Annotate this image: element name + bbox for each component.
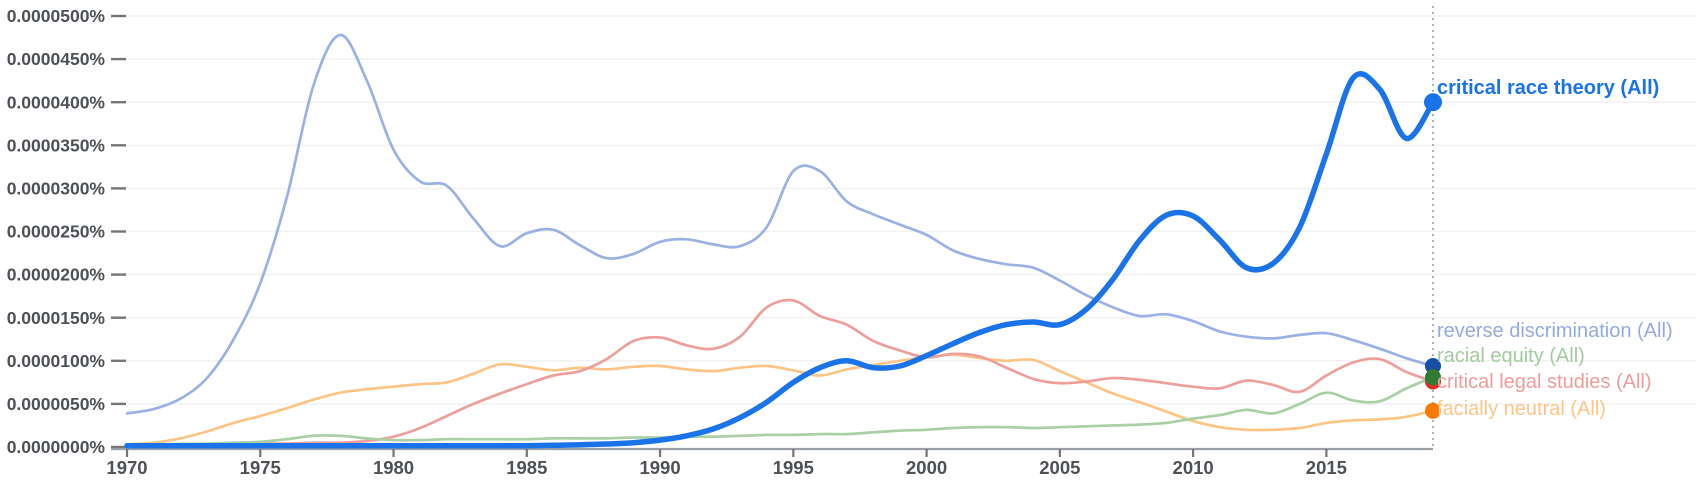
- reverse-discrimination-label[interactable]: reverse discrimination (All): [1436, 320, 1673, 342]
- y-axis-label: 0.0000150%: [7, 308, 106, 328]
- y-axis-label: 0.0000200%: [7, 265, 106, 285]
- y-axis-label: 0.0000000%: [7, 437, 106, 457]
- y-axis-label: 0.0000250%: [7, 222, 106, 242]
- facially-neutral-end-dot[interactable]: [1424, 402, 1441, 419]
- x-axis-label: 2005: [1039, 457, 1080, 478]
- reverse-discrimination-end-dot[interactable]: [1424, 357, 1441, 374]
- racial-equity-end-dot[interactable]: [1424, 369, 1441, 386]
- x-axis-label: 1980: [373, 457, 414, 478]
- racial-equity-label[interactable]: racial equity (All): [1436, 345, 1585, 367]
- x-axis-label: 2015: [1306, 457, 1347, 478]
- y-axis-label: 0.0000450%: [7, 49, 106, 69]
- critical-legal-studies-label[interactable]: critical legal studies (All): [1436, 371, 1652, 393]
- y-axis-label: 0.0000400%: [7, 92, 106, 112]
- x-axis-label: 2000: [906, 457, 947, 478]
- x-axis-label: 2010: [1173, 457, 1214, 478]
- y-axis-label: 0.0000500%: [7, 6, 106, 26]
- x-axis-label: 1975: [240, 457, 281, 478]
- racial-equity-line[interactable]: [125, 375, 1435, 446]
- facially-neutral-label[interactable]: facially neutral (All): [1436, 398, 1606, 420]
- critical-race-theory-label[interactable]: critical race theory (All): [1436, 77, 1660, 99]
- critical-legal-studies-line[interactable]: [125, 298, 1435, 447]
- reverse-discrimination-line[interactable]: [125, 33, 1435, 415]
- facially-neutral-line[interactable]: [125, 353, 1435, 446]
- y-axis-label: 0.0000050%: [7, 394, 106, 414]
- critical-race-theory-end-dot[interactable]: [1423, 93, 1442, 112]
- x-axis-label: 1985: [506, 457, 547, 478]
- y-axis-label: 0.0000100%: [7, 351, 106, 371]
- critical-race-theory-line[interactable]: [124, 71, 1436, 449]
- x-axis-label: 1990: [639, 457, 680, 478]
- y-axis-label: 0.0000300%: [7, 179, 106, 199]
- x-axis-label: 1995: [773, 457, 814, 478]
- y-axis-label: 0.0000350%: [7, 135, 106, 155]
- x-axis-label: 1970: [106, 457, 147, 478]
